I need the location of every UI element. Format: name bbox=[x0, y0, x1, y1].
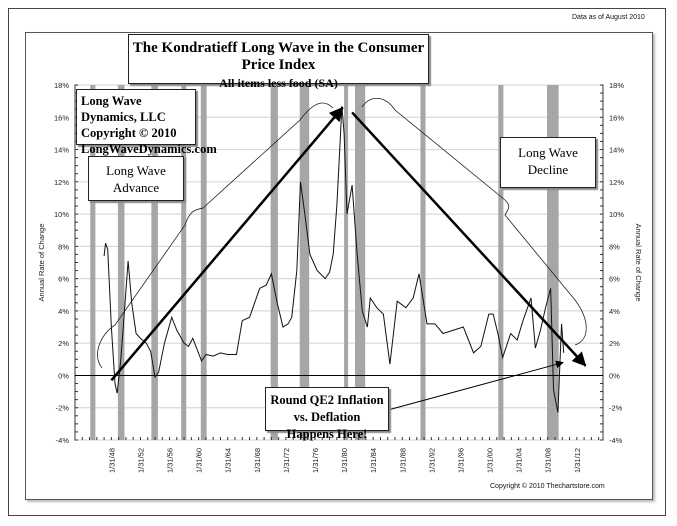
y-tick-label-left: -4% bbox=[56, 436, 70, 445]
x-tick-label: 1/31/96 bbox=[456, 448, 465, 473]
copyright-line: LongWaveDynamics.com bbox=[81, 142, 217, 156]
recession-bar bbox=[355, 85, 366, 440]
x-tick-label: 1/31/64 bbox=[224, 448, 233, 473]
chart-frame bbox=[25, 32, 653, 500]
x-tick-label: 1/31/88 bbox=[398, 448, 407, 473]
y-axis-label-left: Annual Rate of Change bbox=[37, 224, 46, 302]
decline-arrow bbox=[351, 111, 587, 367]
decline-box: Long Wave Decline bbox=[500, 137, 596, 188]
y-tick-label-right: 12% bbox=[609, 178, 624, 187]
outer-frame bbox=[8, 8, 666, 516]
advance-label: Advance bbox=[112, 180, 160, 195]
x-tick-label: 1/31/56 bbox=[166, 448, 175, 473]
recession-bar bbox=[200, 85, 207, 440]
x-tick-label: 1/31/60 bbox=[195, 448, 204, 473]
qe2-label: Round QE2 Inflation vs. Deflation bbox=[270, 393, 384, 424]
recession-bar bbox=[420, 85, 426, 440]
x-tick-label: 1/31/52 bbox=[136, 448, 145, 473]
y-tick-label-right: -2% bbox=[609, 404, 623, 413]
y-tick-label-left: 12% bbox=[54, 178, 69, 187]
data-date-note: Data as of August 2010 bbox=[572, 14, 645, 21]
y-tick-label-right: -4% bbox=[609, 436, 623, 445]
chart-title: The Kondratieff Long Wave in the Consume… bbox=[132, 40, 425, 73]
y-tick-label-left: 14% bbox=[54, 146, 69, 155]
advance-label: Long Wave bbox=[106, 163, 166, 178]
y-tick-label-left: 4% bbox=[58, 307, 69, 316]
x-tick-label: 1/31/48 bbox=[107, 448, 116, 473]
cpi-series-line bbox=[103, 105, 565, 413]
x-tick-label: 1/31/04 bbox=[515, 448, 524, 473]
y-tick-label-right: 0% bbox=[609, 371, 620, 380]
advance-brace bbox=[97, 102, 334, 369]
x-tick-label: 1/31/84 bbox=[369, 448, 378, 473]
chart-subtitle: All items less food (SA) bbox=[219, 76, 338, 90]
recession-bar bbox=[270, 85, 278, 440]
x-tick-label: 1/31/76 bbox=[311, 448, 320, 473]
recession-bar bbox=[547, 85, 559, 440]
source-note: Copyright © 2010 Thechartstore.com bbox=[490, 483, 605, 490]
y-tick-label-left: 18% bbox=[54, 81, 69, 90]
y-tick-label-right: 8% bbox=[609, 242, 620, 251]
y-tick-label-right: 16% bbox=[609, 113, 624, 122]
x-tick-label: 1/31/92 bbox=[427, 448, 436, 473]
y-tick-label-right: 4% bbox=[609, 307, 620, 316]
y-tick-label-left: 8% bbox=[58, 242, 69, 251]
copyright-box: Long Wave Dynamics, LLC Copyright © 2010… bbox=[76, 89, 217, 156]
title-box: The Kondratieff Long Wave in the Consume… bbox=[128, 34, 429, 90]
y-tick-label-right: 10% bbox=[609, 210, 624, 219]
x-tick-label: 1/31/08 bbox=[544, 448, 553, 473]
copyright-line: Copyright © 2010 bbox=[81, 126, 177, 140]
decline-brace bbox=[361, 97, 587, 346]
recession-bar bbox=[90, 85, 96, 440]
recession-bar bbox=[151, 85, 158, 440]
qe2-pointer-arrow bbox=[387, 360, 564, 411]
y-tick-label-left: 2% bbox=[58, 339, 69, 348]
recession-bar bbox=[181, 85, 187, 440]
advance-box: Long Wave Advance bbox=[88, 156, 184, 201]
recession-bar bbox=[117, 85, 125, 440]
y-tick-label-left: 6% bbox=[58, 275, 69, 284]
x-tick-label: 1/31/68 bbox=[253, 448, 262, 473]
recession-bar bbox=[299, 85, 310, 440]
y-tick-label-right: 14% bbox=[609, 146, 624, 155]
decline-label: Long Wave bbox=[518, 145, 578, 160]
y-tick-label-right: 18% bbox=[609, 81, 624, 90]
qe2-label: Happens Here! bbox=[286, 427, 368, 441]
y-tick-label-left: 16% bbox=[54, 113, 69, 122]
x-tick-label: 1/31/12 bbox=[573, 448, 582, 473]
copyright-line: Long Wave Dynamics, LLC bbox=[81, 94, 166, 124]
x-tick-label: 1/31/80 bbox=[340, 448, 349, 473]
y-tick-label-left: 0% bbox=[58, 371, 69, 380]
y-tick-label-left: 10% bbox=[54, 210, 69, 219]
y-tick-label-left: -2% bbox=[56, 404, 70, 413]
y-tick-label-right: 2% bbox=[609, 339, 620, 348]
decline-label: Decline bbox=[527, 162, 569, 177]
y-tick-label-right: 6% bbox=[609, 275, 620, 284]
advance-arrow bbox=[110, 106, 344, 382]
qe2-box: Round QE2 Inflation vs. Deflation Happen… bbox=[265, 387, 389, 441]
x-tick-label: 1/31/72 bbox=[282, 448, 291, 473]
x-tick-label: 1/31/00 bbox=[486, 448, 495, 473]
recession-bar bbox=[498, 85, 504, 440]
recession-bar bbox=[344, 85, 349, 440]
y-axis-label-right: Annual Rate of Change bbox=[634, 224, 643, 302]
